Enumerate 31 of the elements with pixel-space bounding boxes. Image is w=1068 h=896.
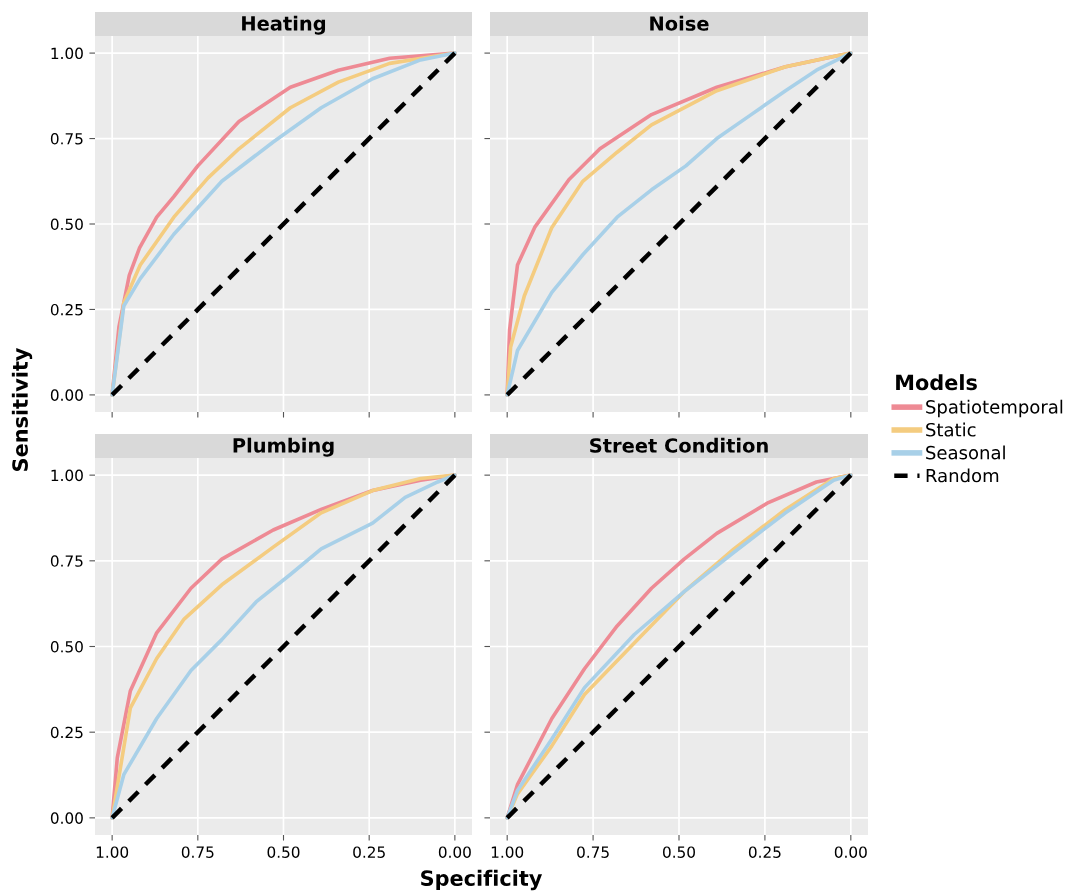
chart-title: Plumbing — [233, 437, 334, 457]
y-tick-label: 1.00 — [51, 47, 83, 60]
chart-title: Street Condition — [590, 437, 768, 453]
legend-label: Seasonal — [926, 445, 1005, 460]
x-tick-label: 0.75 — [577, 846, 609, 858]
y-tick-label: 0.00 — [50, 812, 83, 824]
y-tick-label: 0.25 — [50, 726, 83, 739]
legend-label: Random — [926, 468, 999, 483]
x-tick-label: 1.00 — [491, 846, 524, 858]
legend-label: Spatiotemporal — [926, 399, 1063, 418]
legend-title: Models — [896, 374, 977, 391]
chart-title: Noise — [650, 15, 709, 31]
y-tick-label: 0.00 — [50, 389, 83, 401]
x-tick-label: 0.25 — [748, 846, 781, 858]
y-tick-label: 0.50 — [50, 640, 83, 653]
x-axis-title: Specificity — [421, 869, 543, 891]
legend-label: Static — [926, 422, 976, 437]
y-tick-label: 0.75 — [50, 133, 83, 145]
chart-title: Heating — [242, 15, 326, 35]
x-tick-label: 0.50 — [267, 846, 300, 858]
y-tick-label: 0.25 — [50, 303, 83, 316]
y-axis-title: Sensitivity — [11, 347, 33, 471]
x-tick-label: 0.00 — [834, 846, 867, 858]
x-tick-label: 0.75 — [181, 846, 214, 858]
y-tick-label: 1.00 — [51, 469, 83, 482]
x-tick-label: 0.25 — [353, 846, 385, 858]
y-tick-label: 0.50 — [50, 218, 83, 231]
y-tick-label: 0.75 — [50, 555, 83, 567]
x-tick-label: 1.00 — [96, 846, 129, 858]
x-tick-label: 0.00 — [438, 846, 471, 858]
x-tick-label: 0.50 — [663, 846, 695, 858]
